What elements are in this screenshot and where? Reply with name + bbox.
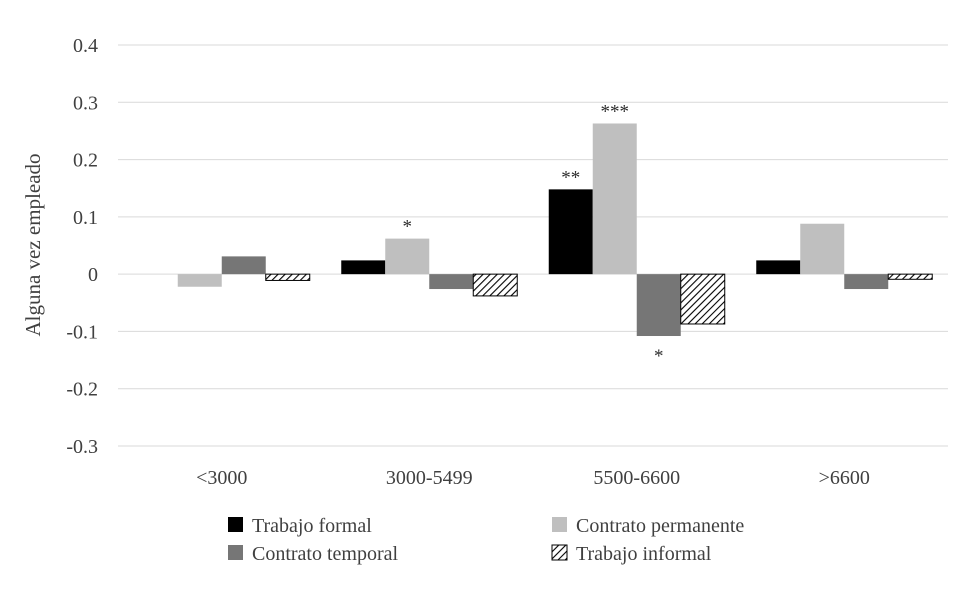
bar (592, 123, 637, 275)
y-tick-label: 0.2 (73, 150, 98, 172)
legend: Trabajo formal Contrato permanente Contrat… (228, 515, 744, 565)
legend-swatch (552, 517, 567, 532)
bars (177, 123, 933, 337)
significance-labels: ******* (403, 101, 664, 367)
legend-label: Trabajo formal (252, 515, 372, 537)
y-tick-label: -0.1 (66, 321, 98, 343)
bar (177, 274, 222, 287)
significance-label: * (403, 217, 413, 238)
bar (636, 274, 681, 337)
x-category-label: <3000 (196, 467, 247, 489)
y-tick-label: -0.2 (66, 379, 98, 401)
y-tick-label: 0.1 (73, 207, 98, 229)
significance-label: ** (561, 167, 580, 188)
legend-swatch (228, 517, 243, 532)
bar (800, 223, 845, 275)
legend-swatch (551, 544, 568, 561)
significance-label: *** (601, 101, 630, 122)
bar (887, 273, 933, 280)
legend-swatch (228, 545, 243, 560)
bar (548, 189, 593, 275)
x-category-label: 3000-5499 (386, 467, 473, 489)
y-tick-label: 0.4 (73, 35, 98, 57)
y-tick-label: 0 (88, 264, 98, 286)
bar (756, 260, 801, 275)
significance-label: * (654, 346, 664, 367)
bar (429, 274, 474, 290)
bar (341, 260, 386, 275)
y-axis-label: Alguna vez empleado (21, 153, 45, 336)
bar (844, 274, 889, 290)
bar (221, 256, 266, 275)
x-category-label: 5500-6600 (593, 467, 680, 489)
bar (265, 273, 311, 281)
y-tick-label: 0.3 (73, 92, 98, 114)
bar (680, 273, 726, 325)
legend-label: Contrato permanente (576, 515, 744, 537)
y-axis-tick-labels: 0.4 0.3 0.2 0.1 0 -0.1 -0.2 -0.3 (66, 35, 98, 458)
legend-label: Contrato temporal (252, 543, 399, 565)
y-tick-label: -0.3 (66, 436, 98, 458)
x-axis-category-labels: <3000 3000-5499 5500-6600 >6600 (196, 467, 870, 489)
bar (385, 238, 430, 275)
legend-label: Trabajo informal (576, 543, 712, 565)
x-category-label: >6600 (819, 467, 870, 489)
bar (472, 273, 518, 297)
